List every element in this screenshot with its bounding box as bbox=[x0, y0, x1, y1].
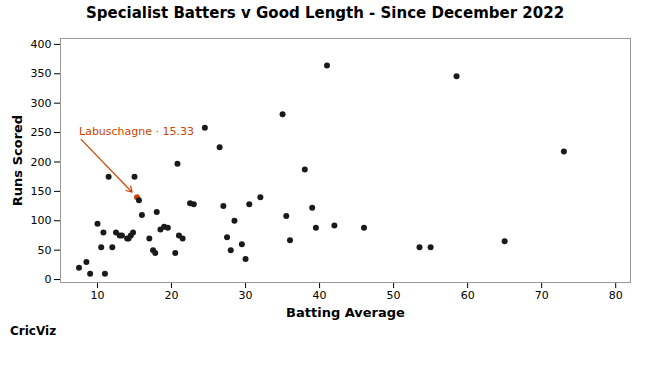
svg-text:Batting Average: Batting Average bbox=[286, 305, 405, 320]
svg-text:Labuschagne · 15.33: Labuschagne · 15.33 bbox=[79, 125, 194, 138]
svg-text:80: 80 bbox=[609, 289, 623, 302]
svg-text:250: 250 bbox=[31, 126, 52, 139]
svg-text:50: 50 bbox=[387, 289, 401, 302]
svg-text:100: 100 bbox=[31, 214, 52, 227]
svg-text:300: 300 bbox=[31, 97, 52, 110]
svg-text:40: 40 bbox=[313, 289, 327, 302]
svg-text:0: 0 bbox=[45, 273, 52, 286]
html-text:CricViz: CricViz bbox=[10, 324, 57, 338]
svg-text:10: 10 bbox=[91, 289, 105, 302]
html-text:Specialist Batters v Good Leng: Specialist Batters v Good Length - Since… bbox=[85, 4, 565, 22]
svg-text:20: 20 bbox=[165, 289, 179, 302]
svg-text:200: 200 bbox=[31, 155, 52, 168]
svg-text:50: 50 bbox=[38, 244, 52, 257]
svg-text:30: 30 bbox=[239, 289, 253, 302]
svg-text:70: 70 bbox=[535, 289, 549, 302]
svg-text:Runs Scored: Runs Scored bbox=[10, 115, 25, 206]
svg-text:350: 350 bbox=[31, 67, 52, 80]
svg-text:60: 60 bbox=[461, 289, 475, 302]
svg-text:150: 150 bbox=[31, 185, 52, 198]
svg-text:400: 400 bbox=[31, 38, 52, 51]
